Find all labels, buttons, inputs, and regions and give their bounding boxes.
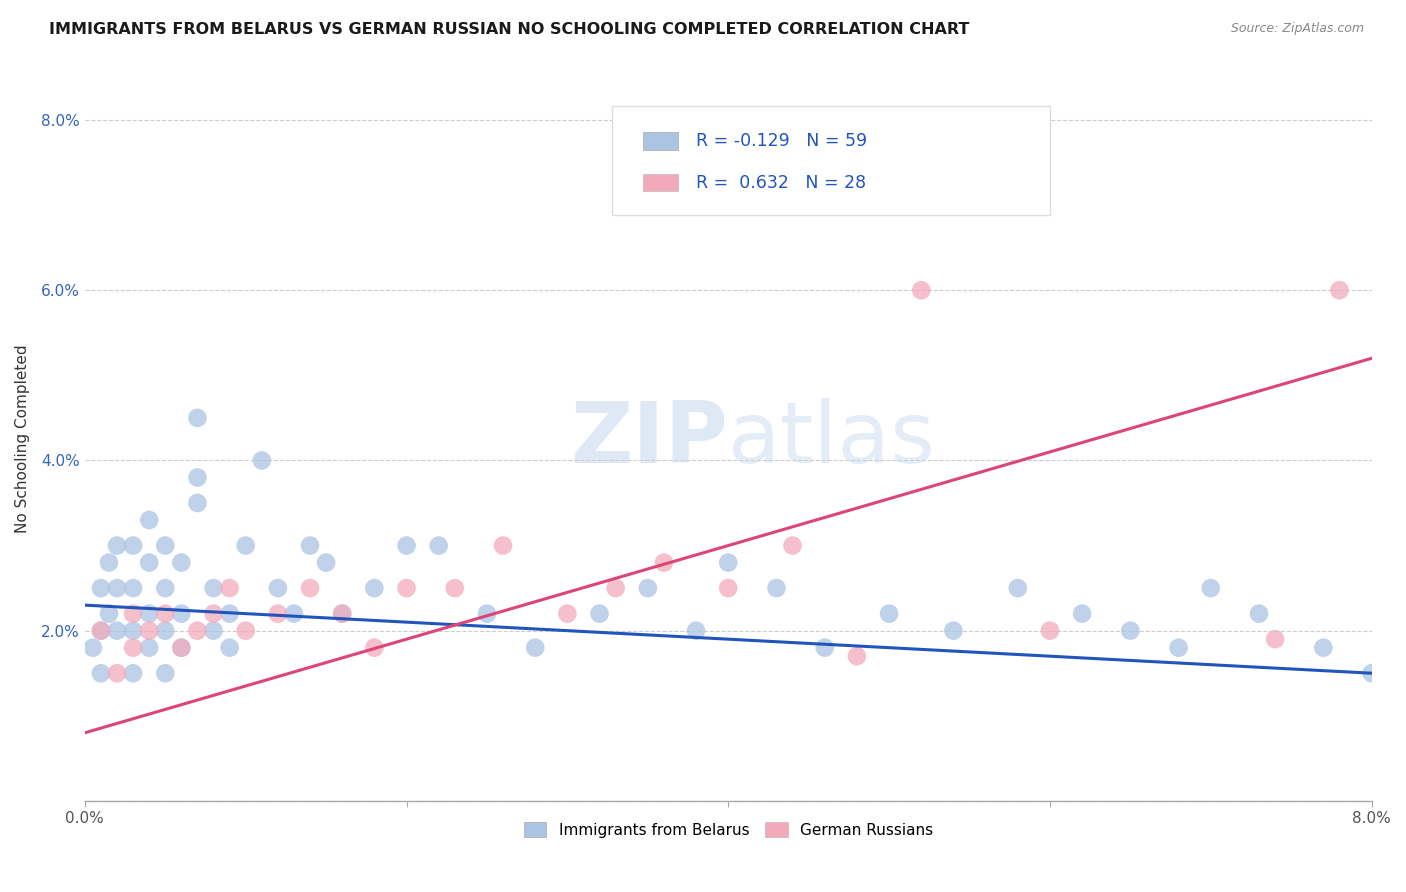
Point bbox=[605, 581, 627, 595]
Point bbox=[138, 556, 160, 570]
Point bbox=[170, 607, 193, 621]
Point bbox=[90, 666, 112, 681]
Point bbox=[267, 607, 290, 621]
Point bbox=[138, 624, 160, 638]
Point bbox=[267, 581, 290, 595]
Point bbox=[138, 607, 160, 621]
Point bbox=[218, 607, 240, 621]
Point bbox=[717, 556, 740, 570]
Point bbox=[557, 607, 579, 621]
Point bbox=[283, 607, 305, 621]
Point bbox=[105, 539, 128, 553]
Point bbox=[330, 607, 353, 621]
Point bbox=[170, 640, 193, 655]
Point bbox=[1312, 640, 1334, 655]
Point bbox=[122, 666, 145, 681]
Point bbox=[782, 539, 804, 553]
Point bbox=[475, 607, 498, 621]
Point bbox=[186, 624, 208, 638]
Point bbox=[170, 556, 193, 570]
Point bbox=[155, 581, 177, 595]
Point bbox=[138, 640, 160, 655]
Point bbox=[202, 624, 225, 638]
Y-axis label: No Schooling Completed: No Schooling Completed bbox=[15, 345, 30, 533]
Point bbox=[122, 640, 145, 655]
Point bbox=[1007, 581, 1029, 595]
Point bbox=[90, 581, 112, 595]
Point bbox=[637, 581, 659, 595]
Point bbox=[330, 607, 353, 621]
Point bbox=[122, 607, 145, 621]
Point bbox=[942, 624, 965, 638]
Text: atlas: atlas bbox=[728, 398, 936, 481]
Point bbox=[524, 640, 547, 655]
Point bbox=[235, 539, 257, 553]
Point bbox=[186, 470, 208, 484]
Point bbox=[98, 607, 121, 621]
Point bbox=[717, 581, 740, 595]
Point bbox=[814, 640, 837, 655]
Point bbox=[218, 581, 240, 595]
Point bbox=[1361, 666, 1384, 681]
FancyBboxPatch shape bbox=[644, 174, 678, 192]
Point bbox=[877, 607, 900, 621]
Point bbox=[202, 607, 225, 621]
Point bbox=[315, 556, 337, 570]
FancyBboxPatch shape bbox=[644, 132, 678, 150]
Point bbox=[90, 624, 112, 638]
Point bbox=[202, 581, 225, 595]
FancyBboxPatch shape bbox=[613, 106, 1050, 215]
Point bbox=[1039, 624, 1062, 638]
Point bbox=[105, 666, 128, 681]
Point bbox=[250, 453, 273, 467]
Point bbox=[299, 581, 322, 595]
Point bbox=[155, 624, 177, 638]
Point bbox=[155, 666, 177, 681]
Text: R =  0.632   N = 28: R = 0.632 N = 28 bbox=[696, 174, 866, 192]
Point bbox=[363, 581, 385, 595]
Point bbox=[765, 581, 787, 595]
Point bbox=[427, 539, 450, 553]
Point bbox=[395, 539, 418, 553]
Text: Source: ZipAtlas.com: Source: ZipAtlas.com bbox=[1230, 22, 1364, 36]
Point bbox=[98, 556, 121, 570]
Point bbox=[122, 624, 145, 638]
Text: ZIP: ZIP bbox=[571, 398, 728, 481]
Legend: Immigrants from Belarus, German Russians: Immigrants from Belarus, German Russians bbox=[517, 815, 939, 844]
Point bbox=[588, 607, 610, 621]
Point bbox=[1264, 632, 1286, 647]
Point bbox=[105, 624, 128, 638]
Text: IMMIGRANTS FROM BELARUS VS GERMAN RUSSIAN NO SCHOOLING COMPLETED CORRELATION CHA: IMMIGRANTS FROM BELARUS VS GERMAN RUSSIA… bbox=[49, 22, 970, 37]
Point bbox=[90, 624, 112, 638]
Point bbox=[395, 581, 418, 595]
Point bbox=[122, 581, 145, 595]
Point bbox=[1119, 624, 1142, 638]
Point bbox=[186, 496, 208, 510]
Point bbox=[652, 556, 675, 570]
Point bbox=[105, 581, 128, 595]
Point bbox=[1329, 283, 1351, 297]
Point bbox=[155, 539, 177, 553]
Point bbox=[235, 624, 257, 638]
Point bbox=[443, 581, 465, 595]
Point bbox=[170, 640, 193, 655]
Point bbox=[186, 410, 208, 425]
Point bbox=[82, 640, 104, 655]
Point bbox=[1071, 607, 1094, 621]
Point bbox=[122, 539, 145, 553]
Point bbox=[845, 649, 868, 664]
Point bbox=[299, 539, 322, 553]
Point bbox=[910, 283, 932, 297]
Point bbox=[1167, 640, 1189, 655]
Point bbox=[155, 607, 177, 621]
Point bbox=[492, 539, 515, 553]
Text: R = -0.129   N = 59: R = -0.129 N = 59 bbox=[696, 132, 868, 151]
Point bbox=[1247, 607, 1270, 621]
Point bbox=[218, 640, 240, 655]
Point bbox=[363, 640, 385, 655]
Point bbox=[1199, 581, 1222, 595]
Point bbox=[685, 624, 707, 638]
Point bbox=[138, 513, 160, 527]
